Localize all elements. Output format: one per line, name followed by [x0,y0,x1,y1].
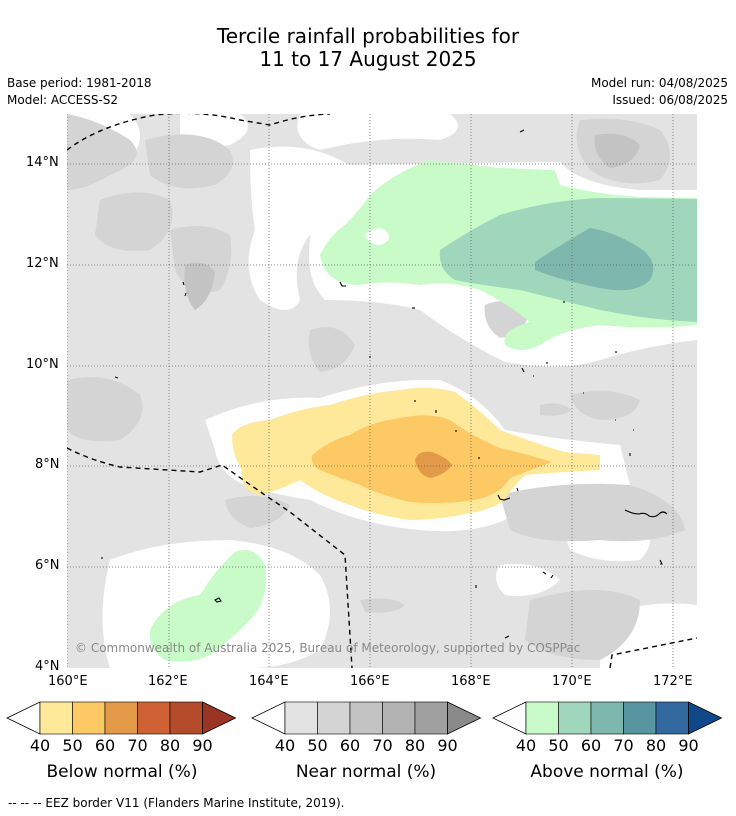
colorbar-tick-label: 50 [307,736,327,755]
colorbar-segment [558,701,592,735]
colorbar-legends: 40 50 60 70 80 90 40 50 60 70 80 90 40 50 60 70 80 90 [6,701,723,755]
colorbar-segment [39,701,73,735]
model-label: Model: ACCESS-S2 [7,93,119,107]
colorbar-segment [655,701,689,735]
lon-tick-label-168: 168°E [451,674,491,689]
below-normal-colorbar: 40 50 60 70 80 90 [6,701,237,755]
above-normal-colorbar: 40 50 60 70 80 90 [492,701,723,755]
colorbar-tick-label: 40 [30,736,50,755]
colorbar-segment [525,701,559,735]
colorbar-segment [349,701,383,735]
colorbar-segment [623,701,657,735]
colorbar-under-triangle [492,701,527,735]
colorbar-over-triangle [202,701,237,735]
below-normal-field [232,387,600,520]
model-run-label: Model run: 04/08/2025 [590,76,728,90]
colorbar-segment [72,701,106,735]
colorbar-under-triangle [6,701,41,735]
lon-tick-label-166: 166°E [350,674,390,689]
lon-tick-label-164: 164°E [249,674,289,689]
island-outlines [101,129,668,639]
eez-footnote: -- -- -- EEZ border V11 (Flanders Marine… [8,796,345,810]
near-normal-colorbar: 40 50 60 70 80 90 [251,701,482,755]
map-gridlines [67,114,697,668]
colorbar-tick-label: 70 [372,736,392,755]
colorbar-tick-label: 40 [516,736,536,755]
colorbar-segment [317,701,351,735]
colorbar-tick-label: 70 [127,736,147,755]
above-normal-label: Above normal (%) [530,762,684,782]
colorbar-segment [104,701,138,735]
lon-tick-label-172: 172°E [653,674,693,689]
map-title-line-1: Tercile rainfall probabilities for [216,24,520,48]
colorbar-tick-label: 90 [678,736,698,755]
near-normal-label: Near normal (%) [295,762,437,782]
colorbar-segment [169,701,203,735]
colorbar-segment [284,701,318,735]
map-title-line-2: 11 to 17 August 2025 [259,47,477,71]
colorbar-tick-label: 70 [613,736,633,755]
colorbar-tick-label: 90 [192,736,212,755]
colorbar-segment [137,701,171,735]
colorbar-tick-label: 80 [646,736,666,755]
lat-tick-label-10: 10°N [26,357,59,372]
colorbar-tick-label: 90 [437,736,457,755]
lat-tick-label-4: 4°N [35,659,60,674]
below-normal-label: Below normal (%) [46,762,198,782]
lat-tick-label-14: 14°N [26,155,59,170]
colorbar-tick-label: 60 [95,736,115,755]
issued-label: Issued: 06/08/2025 [612,93,728,107]
copyright-credit: © Commonwealth of Australia 2025, Bureau… [75,641,581,655]
lat-tick-label-6: 6°N [35,558,60,573]
lat-tick-label-12: 12°N [26,256,59,271]
colorbar-tick-label: 60 [340,736,360,755]
colorbar-tick-label: 60 [581,736,601,755]
above-normal-field [149,160,697,662]
colorbar-segment [590,701,624,735]
eez-borders [67,114,697,668]
lat-tick-label-8: 8°N [35,457,60,472]
colorbar-segment [382,701,416,735]
colorbar-segment [414,701,448,735]
colorbar-tick-label: 80 [405,736,425,755]
base-period-label: Base period: 1981-2018 [7,76,152,90]
colorbar-tick-label: 50 [62,736,82,755]
lon-tick-label-170: 170°E [552,674,592,689]
colorbar-over-triangle [688,701,723,735]
lon-tick-label-160: 160°E [48,674,88,689]
colorbar-over-triangle [447,701,482,735]
colorbar-tick-label: 40 [275,736,295,755]
colorbar-under-triangle [251,701,286,735]
near-normal-60-70 [184,133,640,310]
colorbar-tick-label: 80 [160,736,180,755]
map-plot-area [67,114,697,668]
lon-tick-label-162: 162°E [148,674,188,689]
colorbar-tick-label: 50 [548,736,568,755]
